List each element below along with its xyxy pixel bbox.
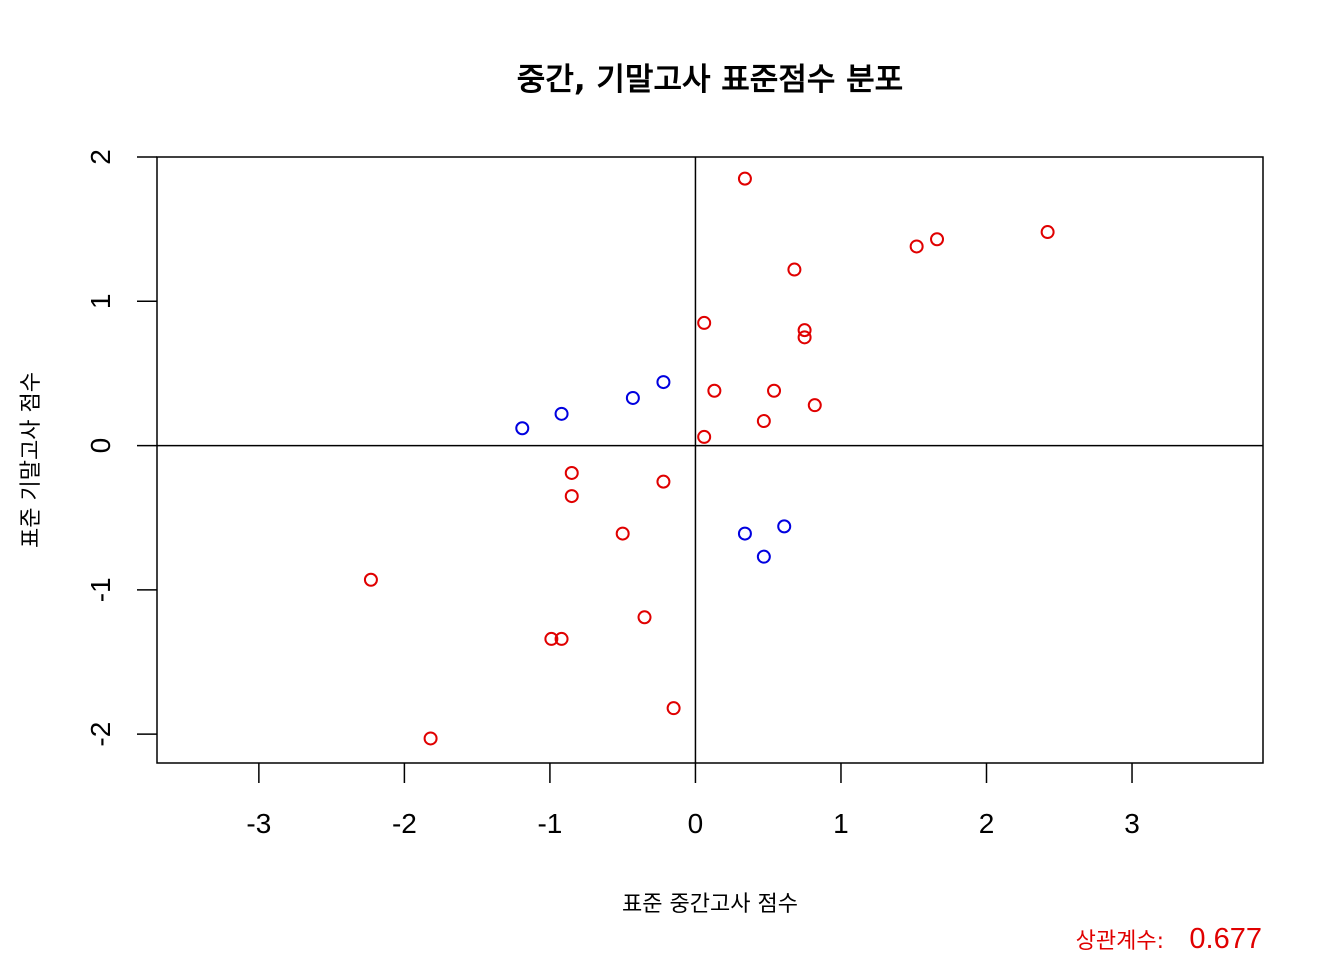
x-tick-label: 2	[979, 808, 995, 839]
data-point	[656, 474, 671, 489]
x-tick-label: -1	[537, 808, 562, 839]
data-point	[807, 398, 822, 413]
data-point	[544, 631, 559, 646]
data-point	[697, 315, 712, 330]
y-tick-label: 2	[85, 149, 116, 165]
data-point	[637, 610, 652, 625]
data-point	[756, 549, 771, 564]
data-point	[707, 383, 722, 398]
data-point	[737, 526, 752, 541]
data-point	[797, 330, 812, 345]
data-point	[697, 429, 712, 444]
y-tick-label: -2	[85, 722, 116, 747]
x-axis: -3 -2 -1 0 1 2 3	[246, 763, 1140, 839]
data-points	[363, 171, 1055, 746]
data-point	[615, 526, 630, 541]
x-axis-label: 표준 중간고사 점수	[622, 892, 798, 917]
data-point	[666, 701, 681, 716]
y-tick-label: 0	[85, 438, 116, 454]
plot-frame	[156, 156, 1264, 764]
data-point	[363, 572, 378, 587]
y-axis-label: 표준 기말고사 점수	[19, 372, 44, 548]
data-point	[554, 406, 569, 421]
y-tick-label: -1	[85, 577, 116, 602]
y-axis: -2 -1 0 1 2	[85, 149, 157, 747]
reference-lines	[157, 157, 1263, 763]
data-point	[564, 489, 579, 504]
correlation-value: 0.677	[1189, 923, 1262, 955]
data-point	[767, 383, 782, 398]
x-tick-label: 0	[688, 808, 704, 839]
x-tick-label: 3	[1124, 808, 1140, 839]
data-point	[423, 731, 438, 746]
correlation-label: 상관계수:	[1076, 929, 1164, 954]
x-tick-label: 1	[833, 808, 849, 839]
data-point	[1040, 225, 1055, 240]
data-point	[515, 421, 530, 436]
x-tick-label: -2	[392, 808, 417, 839]
data-point	[625, 390, 640, 405]
data-point	[656, 375, 671, 390]
x-tick-label: -3	[246, 808, 271, 839]
data-point	[930, 232, 945, 247]
data-point	[797, 323, 812, 338]
y-tick-label: 1	[85, 293, 116, 309]
data-point	[564, 465, 579, 480]
data-point	[777, 519, 792, 534]
data-point	[756, 414, 771, 429]
chart-title: 중간, 기말고사 표준점수 분포	[517, 62, 903, 98]
data-point	[737, 171, 752, 186]
data-point	[554, 631, 569, 646]
data-point	[909, 239, 924, 254]
data-point	[787, 262, 802, 277]
